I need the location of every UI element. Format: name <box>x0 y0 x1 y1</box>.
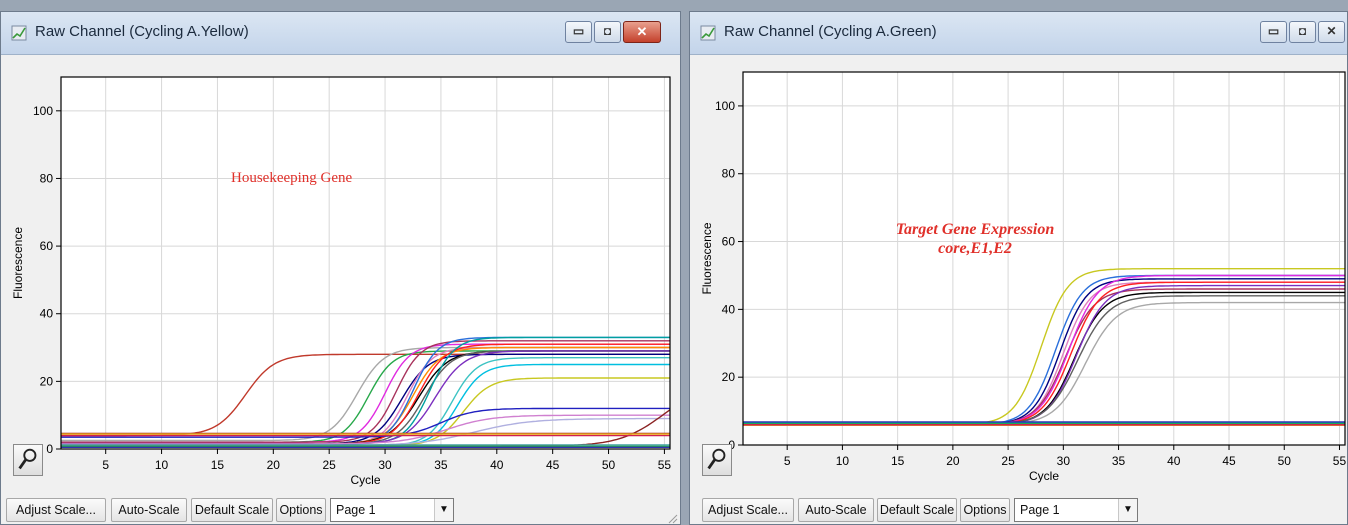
plot-background <box>743 72 1345 445</box>
x-tick-label: 40 <box>1167 454 1181 468</box>
minimize-button[interactable]: ▭ <box>1260 21 1287 43</box>
x-tick-label: 55 <box>1333 454 1347 468</box>
x-tick-label: 45 <box>546 458 560 472</box>
x-tick-label: 45 <box>1222 454 1236 468</box>
y-tick-label: 60 <box>722 235 736 249</box>
left-title-bar[interactable]: Raw Channel (Cycling A.Yellow) ▭ ◘ ✕ <box>1 12 680 55</box>
target-gene-annotation-line1: Target Gene Expression <box>895 221 1055 238</box>
close-icon: ✕ <box>636 24 648 39</box>
x-tick-label: 5 <box>102 458 109 472</box>
left-chart[interactable]: 5 10 15 20 25 30 35 40 45 50 55 0 20 40 60 80 100 Cycle Fl… <box>1 55 681 505</box>
chevron-down-icon[interactable]: ▼ <box>1118 499 1137 521</box>
options-button[interactable]: Options <box>276 498 326 522</box>
target-gene-annotation-line2: core,E1,E2 <box>938 240 1012 257</box>
x-tick-label: 20 <box>267 458 281 472</box>
right-window-title: Raw Channel (Cycling A.Green) <box>724 23 937 40</box>
maximize-icon: ◘ <box>603 24 612 38</box>
x-tick-label: 5 <box>784 454 791 468</box>
left-plot-area: 5 10 15 20 25 30 35 40 45 50 55 0 20 40 60 80 100 Cycle Fl… <box>1 55 680 487</box>
options-button[interactable]: Options <box>960 498 1010 522</box>
chart-icon <box>700 25 716 41</box>
y-tick-label: 80 <box>40 171 54 185</box>
x-axis-label: Cycle <box>1029 469 1059 483</box>
x-tick-label: 30 <box>378 458 392 472</box>
right-chart[interactable]: 510152025303540455055020406080100CycleFl… <box>690 55 1348 505</box>
maximize-button[interactable]: ◘ <box>1289 21 1316 43</box>
y-tick-label: 60 <box>40 239 54 253</box>
magnify-tool-icon <box>707 448 726 470</box>
x-tick-label: 10 <box>155 458 169 472</box>
x-tick-label: 25 <box>323 458 337 472</box>
default-scale-button[interactable]: Default Scale <box>191 498 273 522</box>
left-window-title: Raw Channel (Cycling A.Yellow) <box>35 23 249 40</box>
right-plot-area: 510152025303540455055020406080100CycleFl… <box>690 55 1347 483</box>
page-select-value: Page 1 <box>336 503 376 517</box>
y-tick-label: 40 <box>40 307 54 321</box>
series-line-18 <box>61 414 670 445</box>
y-tick-label: 20 <box>40 374 54 388</box>
chevron-down-icon[interactable]: ▼ <box>434 499 453 521</box>
maximize-button[interactable]: ◘ <box>594 21 621 43</box>
x-tick-label: 55 <box>658 458 672 472</box>
plot-frame <box>60 76 671 450</box>
x-tick-label: 50 <box>1278 454 1292 468</box>
x-tick-label: 35 <box>434 458 448 472</box>
zoom-tool-button[interactable] <box>702 444 732 476</box>
close-button[interactable]: ✕ <box>1318 21 1345 43</box>
maximize-icon: ◘ <box>1298 24 1307 38</box>
minimize-icon: ▭ <box>1267 24 1280 38</box>
page-select[interactable]: Page 1 ▼ <box>330 498 454 522</box>
adjust-scale-button[interactable]: Adjust Scale... <box>6 498 106 522</box>
y-tick-label: 80 <box>722 167 736 181</box>
magnify-tool-icon <box>18 448 37 470</box>
y-axis-label: Fluorescence <box>700 222 714 294</box>
auto-scale-button[interactable]: Auto-Scale <box>798 498 874 522</box>
x-tick-label: 40 <box>490 458 504 472</box>
close-icon: ✕ <box>1326 24 1337 38</box>
left-toolbar: Adjust Scale... Auto-Scale Default Scale… <box>1 492 680 524</box>
right-toolbar: Adjust Scale... Auto-Scale Default Scale… <box>690 492 1347 524</box>
x-tick-label: 15 <box>211 458 225 472</box>
x-tick-label: 50 <box>602 458 616 472</box>
minimize-icon: ▭ <box>572 24 585 38</box>
series-line-17 <box>61 407 670 438</box>
resize-grip-icon[interactable] <box>666 512 678 524</box>
page-select-value: Page 1 <box>1020 503 1060 517</box>
left-window: Raw Channel (Cycling A.Yellow) ▭ ◘ ✕ 5 10… <box>0 11 681 525</box>
y-tick-label: 20 <box>722 370 736 384</box>
x-tick-label: 20 <box>946 454 960 468</box>
series-group <box>743 267 1345 426</box>
series-group <box>61 336 670 448</box>
minimize-button[interactable]: ▭ <box>565 21 592 43</box>
target-gene-annotation: Target Gene Expression core,E1,E2 <box>865 220 1085 258</box>
x-tick-label: 35 <box>1112 454 1126 468</box>
x-axis-label: Cycle <box>350 473 380 487</box>
y-tick-label: 100 <box>715 99 735 113</box>
auto-scale-button[interactable]: Auto-Scale <box>111 498 187 522</box>
page-select[interactable]: Page 1 ▼ <box>1014 498 1138 522</box>
y-tick-label: 100 <box>33 104 53 118</box>
x-tick-label: 25 <box>1001 454 1015 468</box>
right-title-bar[interactable]: Raw Channel (Cycling A.Green) ▭ ◘ ✕ <box>690 12 1347 55</box>
close-button[interactable]: ✕ <box>623 21 661 43</box>
adjust-scale-button[interactable]: Adjust Scale... <box>702 498 794 522</box>
right-window: Raw Channel (Cycling A.Green) ▭ ◘ ✕ 5 10 1… <box>689 11 1348 525</box>
housekeeping-annotation: Housekeeping Gene <box>231 170 353 186</box>
y-tick-label: 0 <box>46 442 53 456</box>
chart-icon <box>11 25 27 41</box>
x-tick-label: 15 <box>891 454 905 468</box>
plot-frame <box>742 71 1346 446</box>
zoom-tool-button[interactable] <box>13 444 43 476</box>
y-tick-label: 40 <box>722 302 736 316</box>
x-tick-label: 30 <box>1057 454 1071 468</box>
x-tick-label: 10 <box>836 454 850 468</box>
y-axis-label: Fluorescence <box>11 227 25 299</box>
plot-background <box>61 77 670 449</box>
default-scale-button[interactable]: Default Scale <box>877 498 957 522</box>
